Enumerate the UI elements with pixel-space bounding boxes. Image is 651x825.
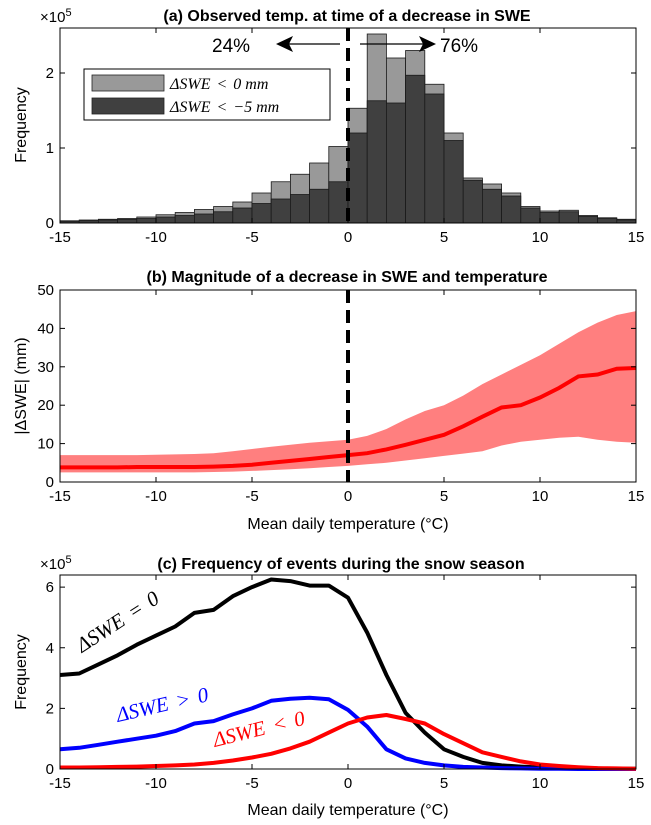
panel-c-ytick-label: 2 bbox=[46, 700, 54, 717]
panel-a-ytick-label: 2 bbox=[46, 65, 54, 82]
hist-bar-dark bbox=[174, 215, 195, 224]
panel-b-xtick-label: -10 bbox=[145, 488, 167, 505]
hist-bar-dark bbox=[481, 188, 502, 224]
hist-bar-dark bbox=[289, 194, 310, 224]
panel-a-ytick-label: 0 bbox=[46, 215, 54, 232]
panel-c-exponent: ×105 bbox=[40, 554, 72, 573]
panel-a-title: (a) Observed temp. at time of a decrease… bbox=[163, 8, 531, 25]
hist-bar-dark bbox=[366, 100, 387, 224]
hist-bar-dark bbox=[309, 188, 330, 224]
panel-b-ytick-label: 30 bbox=[37, 359, 54, 376]
hist-bar-dark bbox=[405, 74, 426, 224]
panel-b-xtick-label: -5 bbox=[245, 488, 258, 505]
hist-bar-dark bbox=[385, 102, 406, 224]
panel-a-exponent: ×105 bbox=[40, 7, 72, 26]
panel-a-ylabel: Frequency bbox=[13, 87, 30, 163]
panel-b-xtick-label: 0 bbox=[344, 488, 352, 505]
panel-c-xtick-label: 10 bbox=[532, 775, 549, 792]
panel-a-xtick-label: 15 bbox=[628, 229, 645, 246]
hist-bar-dark bbox=[136, 218, 157, 224]
panel-a-xtick-label: -10 bbox=[145, 229, 167, 246]
panel-b-xtick-label: 10 bbox=[532, 488, 549, 505]
hist-bar-dark bbox=[193, 213, 214, 224]
hist-bar-dark bbox=[520, 207, 541, 224]
panel-c-xtick-label: -10 bbox=[145, 775, 167, 792]
panel-a-histogram: ×105 (a) Observed temp. at time of a dec… bbox=[13, 7, 644, 246]
hist-bar-dark bbox=[117, 218, 138, 224]
panel-c-ylabel: Frequency bbox=[13, 634, 30, 710]
hist-bar-dark bbox=[578, 215, 599, 224]
panel-a-legend: ΔSWE <0 mm ΔSWE < −5 mm bbox=[83, 68, 331, 121]
panel-b-xlabel: Mean daily temperature (°C) bbox=[247, 516, 448, 533]
panel-c-ytick-label: 4 bbox=[46, 640, 54, 657]
left-arrowhead-icon bbox=[276, 36, 293, 52]
panel-b-ylabel: |ΔSWE| (mm) bbox=[13, 337, 30, 434]
hist-bar-dark bbox=[443, 140, 464, 224]
panel-b-line-band: (b) Magnitude of a decrease in SWE and t… bbox=[13, 269, 644, 533]
panel-b-ytick-label: 10 bbox=[37, 436, 54, 453]
hist-bar-dark bbox=[501, 195, 522, 224]
hist-bar-dark bbox=[558, 211, 579, 224]
panel-b-title: (b) Magnitude of a decrease in SWE and t… bbox=[147, 269, 548, 286]
hist-bar-dark bbox=[328, 181, 349, 224]
panel-a-xtick-label: 0 bbox=[344, 229, 352, 246]
panel-c-xtick-label: -15 bbox=[49, 775, 71, 792]
panel-c-ytick-label: 0 bbox=[46, 761, 54, 778]
panel-b-xtick-label: -15 bbox=[49, 488, 71, 505]
hist-bar-dark bbox=[155, 216, 176, 224]
right-arrowhead-icon bbox=[419, 36, 436, 52]
panel-a-xtick-label: 5 bbox=[440, 229, 448, 246]
panel-c-xtick-label: 15 bbox=[628, 775, 645, 792]
panel-a-ytick-label: 1 bbox=[46, 140, 54, 157]
panel-c-xtick-label: 0 bbox=[344, 775, 352, 792]
legend-swatch-light bbox=[91, 74, 165, 92]
hist-bar-dark bbox=[347, 132, 368, 224]
panel-c-ytick-label: 6 bbox=[46, 579, 54, 596]
panel-c-ticks: -15 -10 -5 0 5 10 15 0 2 4 6 bbox=[46, 575, 645, 792]
panel-c-xtick-label: -5 bbox=[245, 775, 258, 792]
hist-bar-dark bbox=[251, 203, 272, 224]
panel-b-xtick-label: 5 bbox=[440, 488, 448, 505]
legend-swatch-dark bbox=[91, 97, 165, 115]
right-percent: 76% bbox=[440, 36, 478, 57]
panel-c-xtick-label: 5 bbox=[440, 775, 448, 792]
panel-c-title: (c) Frequency of events during the snow … bbox=[157, 556, 524, 573]
panel-a-xtick-label: 10 bbox=[532, 229, 549, 246]
panel-b-xtick-label: 15 bbox=[628, 488, 645, 505]
panel-a-xtick-label: -5 bbox=[245, 229, 258, 246]
panel-c-xlabel: Mean daily temperature (°C) bbox=[247, 802, 448, 819]
panel-b-ytick-label: 20 bbox=[37, 397, 54, 414]
hist-bar-dark bbox=[424, 93, 445, 224]
panel-b-ticks: -15 -10 -5 0 5 10 15 0 10 20 30 40 50 bbox=[37, 282, 644, 505]
left-percent: 24% bbox=[212, 36, 250, 57]
legend-label-decrease-5mm: ΔSWE < −5 mm bbox=[169, 99, 279, 116]
panel-b-spread-band bbox=[60, 311, 636, 473]
panel-b-ytick-label: 0 bbox=[46, 474, 54, 491]
legend-label-decrease: ΔSWE <0 mm bbox=[169, 76, 268, 93]
panel-a-xtick-label: -15 bbox=[49, 229, 71, 246]
panel-a-ticks: -15 -10 -5 0 5 10 15 0 1 2 bbox=[46, 28, 645, 246]
panel-b-ytick-label: 50 bbox=[37, 282, 54, 299]
hist-bar-dark bbox=[462, 179, 483, 224]
hist-bar-dark bbox=[213, 211, 234, 224]
hist-bar-dark bbox=[597, 218, 618, 224]
hist-bar-dark bbox=[539, 212, 560, 224]
hist-bar-dark bbox=[270, 198, 291, 224]
hist-bar-dark bbox=[232, 207, 253, 224]
panel-b-ytick-label: 40 bbox=[37, 320, 54, 337]
